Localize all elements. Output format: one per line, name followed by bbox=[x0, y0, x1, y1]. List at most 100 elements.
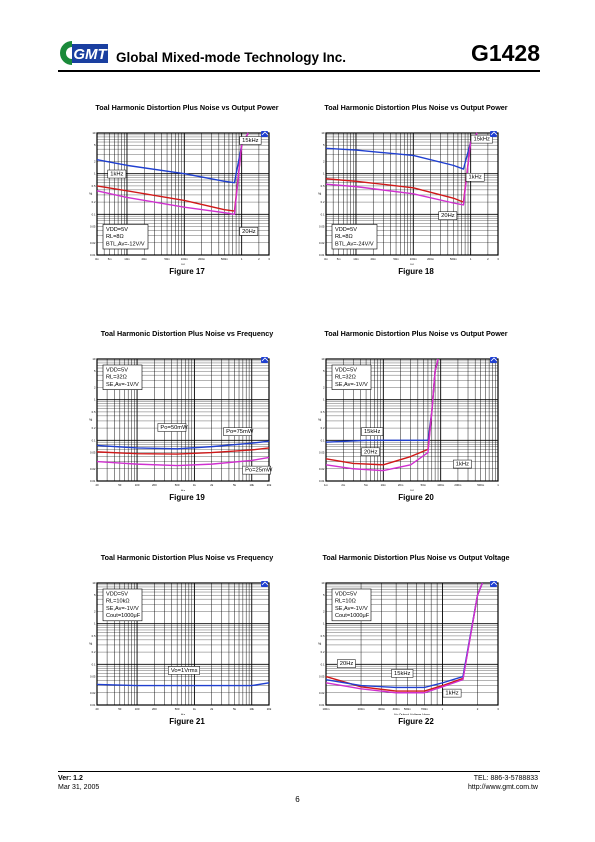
curve-label: 20Hz bbox=[364, 449, 378, 455]
x-tick-label: 1 bbox=[470, 257, 472, 261]
y-tick-label: 1 bbox=[323, 172, 325, 176]
curve-label-box bbox=[470, 134, 493, 144]
x-tick-label: 200 bbox=[152, 707, 157, 711]
thd-chart-18: 3m 5m 10m 20m 50m 100m 200m 500m 1 2 3 0.01 0.02 0.05… bbox=[318, 131, 499, 265]
curve-label: Vo=1Vrms bbox=[171, 668, 198, 674]
corner-marker-shape bbox=[490, 581, 497, 587]
x-tick-label: 400m bbox=[393, 707, 401, 711]
y-tick-label: 5 bbox=[323, 369, 325, 373]
y-tick-label: 1 bbox=[94, 622, 96, 626]
condition-text: VDD=5V bbox=[335, 227, 357, 233]
corner-marker-glyph bbox=[490, 131, 498, 136]
figure-label: Figure 21 bbox=[169, 717, 205, 726]
curve-label-box bbox=[337, 659, 356, 668]
corner-marker-shape bbox=[261, 131, 268, 137]
y-tick-label: 2 bbox=[323, 385, 325, 389]
x-tick-label: 5m bbox=[108, 257, 113, 261]
curve-label: 20Hz bbox=[340, 661, 354, 667]
x-axis-label: Vo:Output Voltage Vrms bbox=[394, 713, 430, 715]
x-tick-label: 10m bbox=[124, 257, 130, 261]
curve-label-box bbox=[391, 669, 414, 678]
y-tick-label: 0.01 bbox=[90, 253, 96, 257]
x-tick-label: 100m bbox=[410, 257, 418, 261]
date-text: Mar 31, 2005 bbox=[58, 783, 100, 791]
curve-label-box bbox=[442, 688, 462, 698]
condition-text: VDD=5V bbox=[106, 592, 128, 598]
x-tick-label: 700m bbox=[421, 707, 429, 711]
version-text: Ver: 1.2 bbox=[58, 775, 83, 782]
curve-label-box bbox=[168, 666, 200, 675]
x-tick-label: 1m bbox=[324, 483, 329, 487]
series-po-25mw bbox=[96, 456, 270, 467]
y-tick-label: 0.1 bbox=[92, 212, 96, 216]
condition-text: VDD=5V bbox=[335, 592, 357, 598]
figure-panel-20: Toal Harmonic Distortion Plus Noise vs O… bbox=[316, 329, 516, 549]
y-tick-label: 0.2 bbox=[321, 426, 325, 430]
x-tick-label: 500m bbox=[450, 257, 458, 261]
y-tick-label: 10 bbox=[92, 581, 96, 585]
y-axis-label: % bbox=[318, 192, 322, 196]
x-tick-label: 2k bbox=[210, 483, 214, 487]
corner-marker-glyph bbox=[490, 581, 498, 586]
y-tick-label: 0.02 bbox=[319, 241, 325, 245]
chart-title: Toal Harmonic Distortion Plus Noise vs F… bbox=[100, 329, 274, 338]
x-axis-label: Hz bbox=[181, 489, 185, 491]
curve-label-box bbox=[107, 169, 127, 179]
figure-panel-17: Toal Harmonic Distortion Plus Noise vs O… bbox=[87, 103, 287, 323]
condition-text: RL=32Ω bbox=[335, 375, 356, 381]
y-tick-label: 0.2 bbox=[321, 200, 325, 204]
x-tick-label: 200m bbox=[427, 257, 435, 261]
curve-label: 15kHz bbox=[242, 138, 259, 144]
x-tick-label: 200m bbox=[454, 483, 462, 487]
y-tick-label: 0.05 bbox=[90, 451, 96, 455]
y-axis-label: % bbox=[89, 642, 93, 646]
x-tick-label: 50m bbox=[421, 483, 427, 487]
x-tick-label: 100 bbox=[135, 707, 140, 711]
y-tick-label: 2 bbox=[94, 609, 96, 613]
website-link[interactable]: http://www.gmt.com.tw bbox=[467, 783, 538, 791]
y-axis-label: % bbox=[318, 642, 322, 646]
curve-label-box bbox=[239, 227, 259, 236]
x-tick-label: 200m bbox=[198, 257, 206, 261]
footer-rule bbox=[58, 771, 540, 772]
condition-text: VDD=5V bbox=[106, 227, 128, 233]
condition-text: SE,Av=-1V/V bbox=[335, 382, 368, 388]
condition-text: RL=32Ω bbox=[106, 375, 127, 381]
y-tick-label: 0.5 bbox=[92, 184, 96, 188]
condition-text: SE,Av=-1V/V bbox=[335, 606, 368, 612]
gmt-logo-icon: GMT bbox=[60, 41, 108, 65]
x-tick-label: 1k bbox=[193, 483, 197, 487]
thd-chart-17: 3m 5m 10m 20m 50m 100m 200m 500m 1 2 3 0.01 0.02 0.05… bbox=[89, 131, 270, 265]
company-name: Global Mixed-mode Technology Inc. bbox=[116, 50, 347, 65]
curve-label-box bbox=[465, 172, 485, 182]
x-tick-label: 1k bbox=[193, 707, 197, 711]
thd-chart-19: 20 50 100 200 500 1k 2k 5k 10k 20k 0.01 0.02 0.05 0.1… bbox=[89, 357, 273, 491]
condition-text: SE,Av=-1V/V bbox=[106, 382, 139, 388]
corner-marker-icon bbox=[261, 131, 269, 137]
y-tick-label: 0.2 bbox=[92, 426, 96, 430]
x-axis-label: Hz bbox=[181, 713, 185, 715]
y-axis-label: % bbox=[318, 418, 322, 422]
x-tick-label: 100m bbox=[437, 483, 445, 487]
conditions-box bbox=[331, 224, 378, 250]
chart-title: Toal Harmonic Distortion Plus Noise vs O… bbox=[324, 103, 508, 112]
thd-chart-22: 100m 200m 300m 400m 500m 700m 1 2 3 0.01 0.02 0.05 0… bbox=[318, 581, 499, 715]
x-axis-label: W bbox=[410, 263, 414, 265]
y-tick-label: 2 bbox=[323, 159, 325, 163]
y-tick-label: 5 bbox=[94, 143, 96, 147]
y-tick-label: 0.2 bbox=[321, 650, 325, 654]
x-tick-label: 10m bbox=[353, 257, 359, 261]
chart-title: Toal Harmonic Distortion Plus Noise vs O… bbox=[324, 329, 508, 338]
condition-text: SE,Av=-1V/V bbox=[106, 606, 139, 612]
x-tick-label: 1 bbox=[497, 483, 499, 487]
page-number: 6 bbox=[295, 795, 300, 804]
x-tick-label: 3 bbox=[497, 257, 499, 261]
x-tick-label: 20 bbox=[95, 483, 99, 487]
x-tick-label: 500m bbox=[477, 483, 485, 487]
x-tick-label: 20k bbox=[267, 707, 272, 711]
condition-text: VDD=5V bbox=[106, 368, 128, 374]
x-tick-label: 1 bbox=[241, 257, 243, 261]
y-tick-label: 0.01 bbox=[319, 253, 325, 257]
corner-marker-glyph bbox=[261, 581, 269, 586]
chart-title: Toal Harmonic Distortion Plus Noise vs F… bbox=[100, 553, 274, 562]
